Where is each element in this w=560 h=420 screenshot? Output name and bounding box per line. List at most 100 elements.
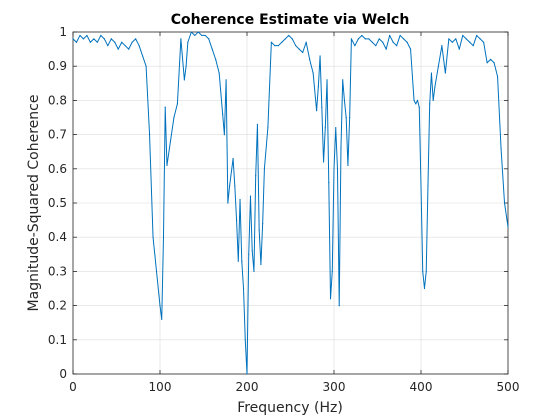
data-point (396, 45, 398, 47)
data-point (309, 58, 311, 60)
data-point (128, 48, 130, 50)
data-point (100, 34, 102, 37)
data-point (258, 229, 260, 231)
y-tick-label: 0.9 (48, 59, 67, 73)
data-point (161, 318, 163, 320)
data-point (251, 250, 253, 252)
data-point (451, 41, 453, 43)
data-point (305, 41, 307, 43)
data-point (429, 103, 431, 105)
data-point (361, 34, 363, 37)
data-point (462, 34, 464, 37)
data-point (107, 45, 109, 47)
data-point (458, 48, 460, 50)
grid (72, 31, 509, 375)
data-point (322, 161, 325, 163)
data-point (241, 260, 243, 262)
data-point (248, 253, 250, 255)
data-point (316, 110, 318, 112)
data-point (295, 45, 297, 47)
data-point (324, 127, 326, 129)
data-point (218, 72, 220, 74)
data-point (336, 168, 339, 170)
data-point (335, 127, 337, 129)
data-point (441, 45, 443, 47)
data-point (455, 38, 457, 40)
data-point (409, 48, 412, 50)
data-point (375, 45, 377, 47)
data-point (215, 58, 217, 60)
data-point (342, 79, 344, 81)
y-tick-label: 0.5 (48, 196, 67, 210)
data-point (354, 45, 356, 47)
data-point (222, 113, 224, 115)
data-point (326, 79, 328, 81)
data-point (476, 34, 478, 37)
data-point (75, 41, 78, 43)
data-point (164, 106, 166, 108)
data-point (486, 62, 488, 64)
data-point (169, 140, 172, 143)
data-point (103, 38, 105, 40)
data-point (430, 72, 433, 74)
data-point (225, 79, 227, 81)
data-point (333, 168, 335, 170)
y-tick-label: 0.3 (48, 264, 67, 278)
data-point (234, 185, 236, 187)
data-point (382, 41, 384, 43)
ticks: 0 100 200 300 400 500 0 0.1 0.2 0.3 0.4 0.5 0.6 0.7 0.… (48, 25, 520, 394)
data-point (96, 41, 98, 43)
data-point (298, 48, 300, 50)
data-point (319, 55, 321, 57)
data-point (413, 99, 415, 101)
data-point (343, 99, 346, 101)
data-point (503, 202, 506, 204)
data-point (427, 185, 429, 187)
data-point (267, 127, 269, 129)
data-point (284, 38, 286, 40)
data-point (145, 65, 147, 67)
data-point (415, 103, 417, 105)
data-point (338, 305, 340, 307)
data-point (434, 86, 436, 88)
data-point (444, 72, 446, 74)
data-point (235, 219, 238, 221)
y-axis-label: Magnitude-Squared Coherence (26, 95, 42, 312)
data-point (403, 38, 405, 40)
chart-title: Coherence Estimate via Welch (171, 12, 410, 28)
y-tick-label: 1 (59, 25, 67, 39)
data-point (159, 305, 161, 307)
data-point (281, 41, 283, 43)
data-point (183, 79, 185, 81)
data-point (86, 34, 88, 37)
data-point (110, 38, 112, 40)
data-point (249, 195, 252, 197)
data-point (350, 38, 352, 40)
data-point (197, 31, 199, 33)
data-point (423, 287, 426, 290)
y-tick-label: 0.7 (48, 128, 67, 142)
data-point (256, 123, 259, 125)
data-point (465, 38, 467, 40)
data-point (483, 41, 485, 43)
data-point (117, 48, 119, 50)
data-point (496, 75, 499, 78)
data-point (242, 287, 245, 290)
data-point (208, 38, 210, 40)
data-point (345, 116, 347, 119)
x-tick-label: 300 (323, 380, 346, 394)
y-tick-label: 0.2 (48, 299, 67, 313)
data-point (422, 270, 424, 272)
data-point (432, 99, 434, 101)
data-point (349, 116, 351, 119)
data-point (288, 34, 290, 37)
data-point (364, 38, 366, 40)
y-tick-label: 0 (59, 367, 67, 381)
data-point (270, 41, 272, 43)
data-point (148, 134, 151, 136)
data-point (131, 41, 133, 43)
data-point (194, 34, 196, 37)
data-point (416, 99, 419, 101)
data-point (255, 175, 257, 177)
data-point (263, 168, 265, 170)
